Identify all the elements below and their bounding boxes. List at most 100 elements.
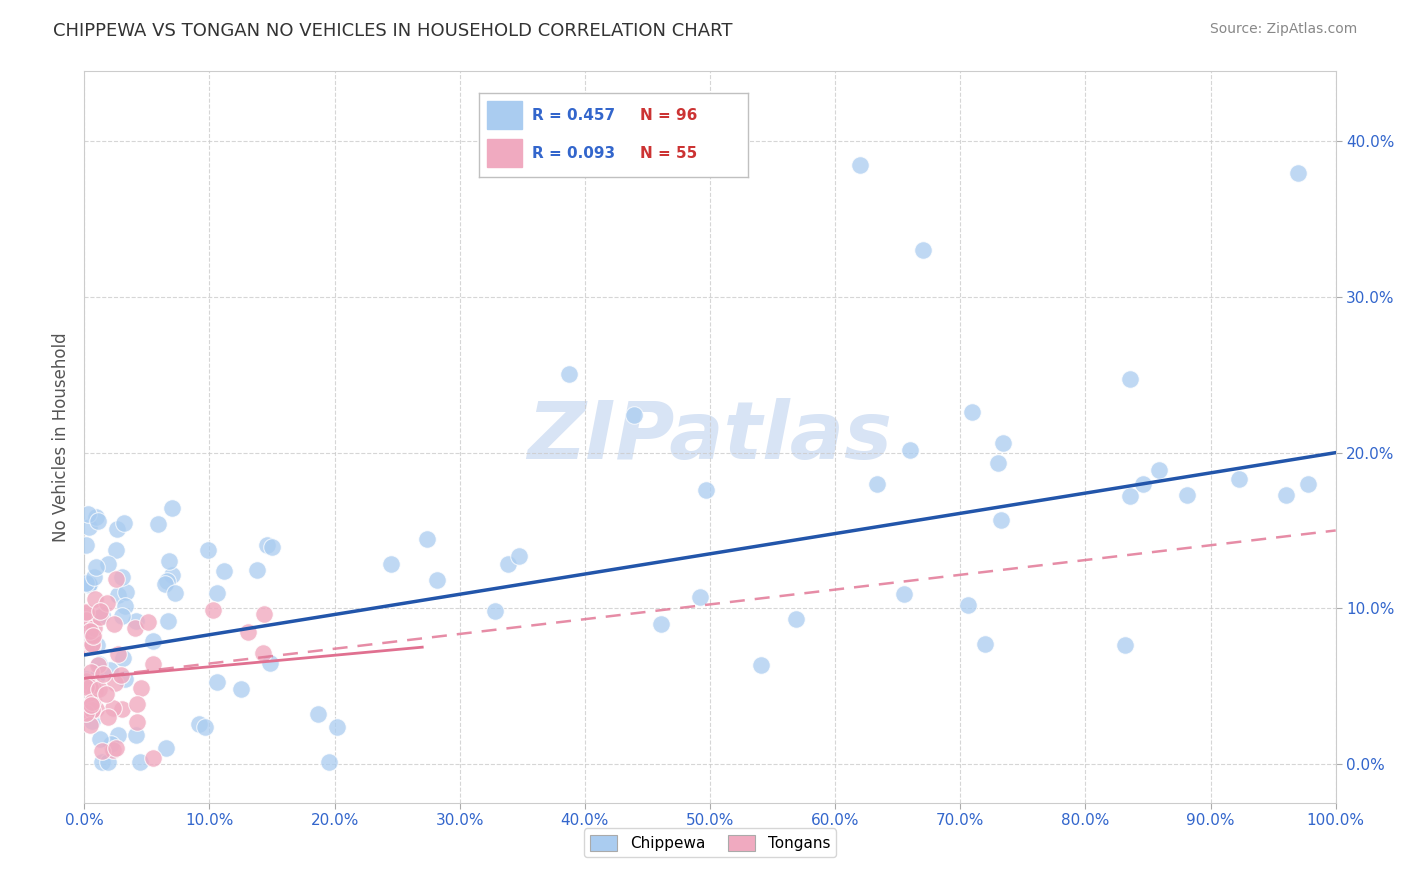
Point xyxy=(253,607,276,622)
Point xyxy=(84,591,107,606)
Point xyxy=(415,532,437,546)
Point xyxy=(87,657,110,671)
Point xyxy=(262,540,284,554)
Point xyxy=(75,605,97,619)
Point xyxy=(84,671,107,685)
Point xyxy=(157,554,180,568)
Point xyxy=(105,522,128,536)
Point xyxy=(79,680,101,694)
Point xyxy=(893,587,915,601)
Point xyxy=(86,638,108,652)
Point xyxy=(1114,638,1136,652)
Point xyxy=(76,634,98,648)
Point xyxy=(127,714,149,729)
Point xyxy=(623,409,645,423)
Point xyxy=(82,693,104,707)
Point xyxy=(75,606,97,620)
Point xyxy=(110,570,132,584)
Point xyxy=(114,599,136,613)
Point xyxy=(259,656,281,670)
Point xyxy=(246,563,269,577)
Point xyxy=(1132,476,1154,491)
Point xyxy=(1147,463,1170,477)
Point xyxy=(1118,372,1140,386)
Point xyxy=(187,717,209,731)
Point xyxy=(557,367,579,381)
Point xyxy=(97,710,120,724)
Point xyxy=(105,741,128,756)
Point xyxy=(82,629,104,643)
Point xyxy=(256,538,278,552)
Point xyxy=(97,557,120,571)
Point xyxy=(695,483,717,497)
Point xyxy=(129,756,152,770)
Point xyxy=(157,615,180,629)
Point xyxy=(993,436,1015,450)
Point xyxy=(80,639,103,653)
Point xyxy=(380,557,402,571)
Point xyxy=(136,615,159,629)
Point xyxy=(236,624,259,639)
Point xyxy=(124,727,146,741)
Point xyxy=(75,680,97,694)
Point xyxy=(84,702,107,716)
Point xyxy=(156,574,179,589)
Point xyxy=(484,603,506,617)
Point xyxy=(129,681,152,696)
Y-axis label: No Vehicles in Household: No Vehicles in Household xyxy=(52,332,70,542)
Point xyxy=(89,604,111,618)
Point xyxy=(142,657,165,671)
Point xyxy=(146,516,169,531)
Point xyxy=(77,577,100,591)
Point xyxy=(87,658,110,673)
Point xyxy=(75,538,97,552)
Point xyxy=(205,585,228,599)
Point xyxy=(75,674,97,689)
Point xyxy=(112,651,135,665)
Point xyxy=(87,681,110,696)
Point xyxy=(98,663,121,677)
Point xyxy=(163,586,186,600)
Point xyxy=(252,647,274,661)
Text: ZIPatlas: ZIPatlas xyxy=(527,398,893,476)
Point xyxy=(96,597,118,611)
Point xyxy=(79,624,101,639)
Point xyxy=(94,687,117,701)
Point xyxy=(104,676,127,690)
Point xyxy=(75,575,97,590)
Point xyxy=(75,704,97,718)
Point xyxy=(79,577,101,591)
Point xyxy=(90,608,112,623)
Point xyxy=(496,557,519,571)
Point xyxy=(82,703,104,717)
Point xyxy=(75,640,97,655)
Point xyxy=(79,520,101,534)
Point xyxy=(80,665,103,679)
Point xyxy=(87,514,110,528)
Point xyxy=(1175,488,1198,502)
Point xyxy=(105,572,128,586)
Point xyxy=(202,602,225,616)
Point xyxy=(114,673,136,687)
Point xyxy=(1119,488,1142,502)
Point xyxy=(107,728,129,742)
Point xyxy=(107,647,129,661)
Text: CHIPPEWA VS TONGAN NO VEHICLES IN HOUSEHOLD CORRELATION CHART: CHIPPEWA VS TONGAN NO VEHICLES IN HOUSEH… xyxy=(53,22,733,40)
Point xyxy=(84,560,107,574)
Point xyxy=(101,701,124,715)
Point xyxy=(426,573,449,587)
Point xyxy=(785,612,807,626)
Point xyxy=(79,718,101,732)
Point xyxy=(155,741,177,756)
Point xyxy=(974,637,997,651)
Point xyxy=(214,564,236,578)
Point xyxy=(205,675,228,690)
Point xyxy=(110,608,132,623)
Point xyxy=(83,684,105,698)
Point xyxy=(127,697,149,711)
Point xyxy=(82,628,104,642)
Point xyxy=(107,588,129,602)
Point xyxy=(194,720,217,734)
Point xyxy=(1296,476,1319,491)
Point xyxy=(142,634,165,648)
